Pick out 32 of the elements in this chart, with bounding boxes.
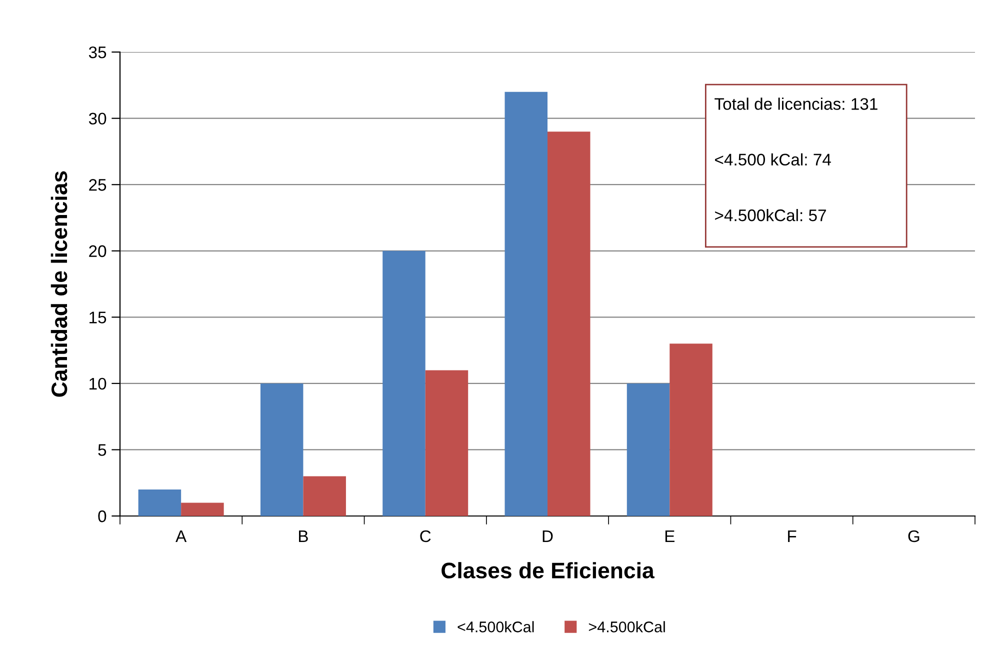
y-tick-label: 20 xyxy=(89,245,106,258)
x-tick-label: A xyxy=(176,530,187,542)
y-axis-title: Cantidad de licencias xyxy=(50,171,68,397)
y-tick-label: 0 xyxy=(98,510,106,522)
bar xyxy=(670,344,712,516)
x-tick-label: B xyxy=(299,530,308,542)
x-axis-title: Clases de Eficiencia xyxy=(442,562,654,578)
bar xyxy=(425,370,468,516)
annotation: >4.500kCal: 57 xyxy=(715,208,826,222)
x-tick-label: G xyxy=(908,530,920,542)
x-tick-label: C xyxy=(420,530,431,542)
bar xyxy=(303,476,346,516)
bar xyxy=(382,250,426,516)
legend-label: >4.500kCal xyxy=(588,621,665,632)
legend-label: <4.500kCal xyxy=(458,621,534,632)
y-tick-label: 30 xyxy=(88,112,106,125)
y-tick-label: 10 xyxy=(90,378,106,390)
y-tick-label: 15 xyxy=(90,312,106,324)
bar xyxy=(548,132,590,516)
annotation: <4.500 kCal: 74 xyxy=(715,153,831,166)
bar xyxy=(138,489,182,516)
x-tick-label: F xyxy=(788,530,796,542)
bar xyxy=(181,502,224,516)
x-tick-label: D xyxy=(542,530,553,542)
bar xyxy=(260,383,304,516)
y-tick-label: 35 xyxy=(88,46,106,58)
bar xyxy=(504,92,548,516)
bar xyxy=(626,383,670,516)
y-tick-label: 5 xyxy=(98,444,106,456)
x-tick-label: E xyxy=(665,530,674,542)
y-tick-label: 25 xyxy=(89,179,106,191)
annotation: Total de licencias: 131 xyxy=(714,98,878,110)
